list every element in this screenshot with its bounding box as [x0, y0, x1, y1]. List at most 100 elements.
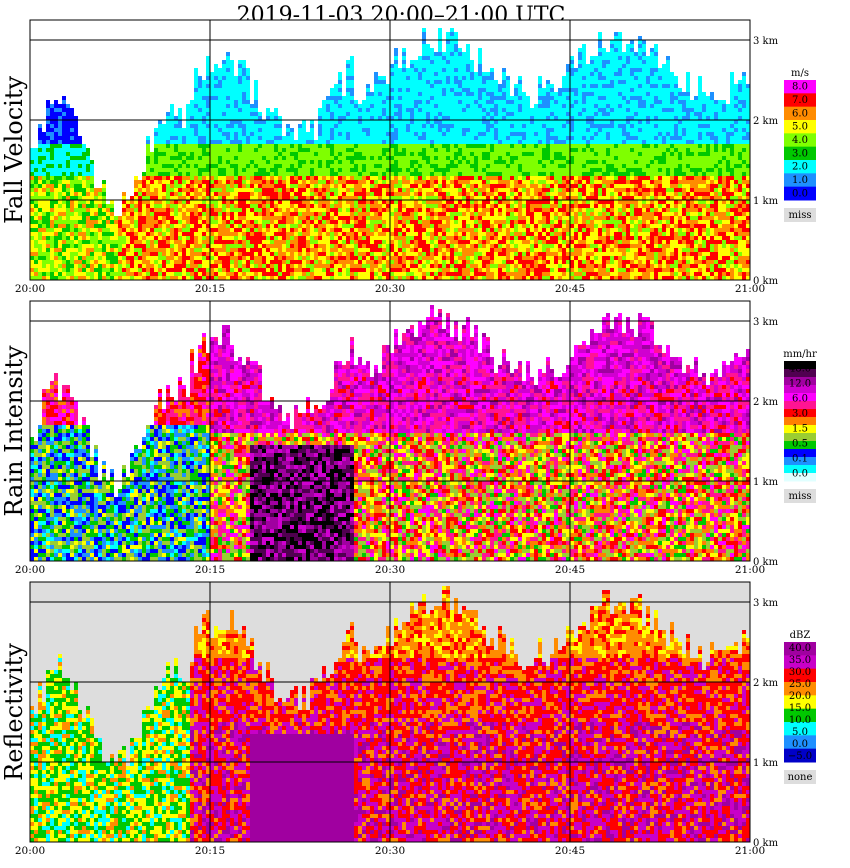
- field-cell: [338, 148, 342, 152]
- field-cell: [366, 172, 370, 176]
- field-cell: [90, 192, 94, 196]
- field-cell: [218, 252, 222, 256]
- field-cell: [226, 200, 230, 204]
- field-cell: [214, 188, 218, 192]
- field-cell: [298, 164, 302, 168]
- field-cell: [342, 104, 346, 108]
- field-cell: [114, 232, 118, 236]
- field-cell: [466, 212, 470, 216]
- field-cell: [350, 192, 354, 196]
- field-cell: [330, 112, 334, 116]
- field-cell: [234, 184, 238, 188]
- field-cell: [246, 228, 250, 232]
- field-cell: [426, 104, 430, 108]
- field-cell: [410, 60, 414, 64]
- field-cell: [46, 156, 50, 160]
- field-cell: [198, 116, 202, 120]
- field-cell: [258, 132, 262, 136]
- field-cell: [234, 248, 238, 252]
- field-cell: [466, 128, 470, 132]
- field-cell: [458, 200, 462, 204]
- field-cell: [294, 156, 298, 160]
- field-cell: [286, 220, 290, 224]
- field-cell: [266, 232, 270, 236]
- field-cell: [150, 252, 154, 256]
- field-cell: [30, 152, 34, 156]
- field-cell: [38, 216, 42, 220]
- field-cell: [378, 208, 382, 212]
- field-cell: [462, 176, 466, 180]
- field-cell: [110, 236, 114, 240]
- field-cell: [462, 80, 466, 84]
- field-cell: [274, 216, 278, 220]
- field-cell: [238, 216, 242, 220]
- field-cell: [210, 148, 214, 152]
- field-cell: [302, 200, 306, 204]
- field-cell: [106, 220, 110, 224]
- field-cell: [390, 104, 394, 108]
- field-cell: [222, 200, 226, 204]
- field-cell: [286, 132, 290, 136]
- field-cell: [474, 80, 478, 84]
- field-cell: [54, 136, 58, 140]
- field-cell: [42, 164, 46, 168]
- field-cell: [382, 272, 386, 276]
- field-cell: [286, 156, 290, 160]
- field-cell: [318, 160, 322, 164]
- field-cell: [58, 208, 62, 212]
- field-cell: [394, 140, 398, 144]
- field-cell: [342, 108, 346, 112]
- field-cell: [350, 120, 354, 124]
- field-cell: [302, 128, 306, 132]
- field-cell: [162, 160, 166, 164]
- field-cell: [282, 152, 286, 156]
- field-cell: [58, 244, 62, 248]
- field-cell: [130, 264, 134, 268]
- field-cell: [358, 204, 362, 208]
- field-cell: [430, 136, 434, 140]
- field-cell: [418, 220, 422, 224]
- field-cell: [182, 184, 186, 188]
- field-cell: [398, 196, 402, 200]
- field-cell: [330, 272, 334, 276]
- field-cell: [350, 104, 354, 108]
- field-cell: [50, 268, 54, 272]
- field-cell: [182, 220, 186, 224]
- field-cell: [50, 200, 54, 204]
- field-cell: [302, 132, 306, 136]
- field-cell: [254, 84, 258, 88]
- field-cell: [298, 128, 302, 132]
- field-cell: [82, 144, 86, 148]
- field-cell: [418, 160, 422, 164]
- field-cell: [178, 148, 182, 152]
- field-cell: [30, 208, 34, 212]
- field-cell: [262, 172, 266, 176]
- field-cell: [430, 148, 434, 152]
- field-cell: [294, 176, 298, 180]
- field-cell: [266, 168, 270, 172]
- field-cell: [150, 196, 154, 200]
- field-cell: [394, 80, 398, 84]
- field-cell: [218, 100, 222, 104]
- field-cell: [130, 208, 134, 212]
- field-cell: [166, 248, 170, 252]
- field-cell: [70, 164, 74, 168]
- field-cell: [386, 116, 390, 120]
- field-cell: [274, 148, 278, 152]
- field-cell: [418, 84, 422, 88]
- field-cell: [334, 180, 338, 184]
- field-cell: [394, 200, 398, 204]
- field-cell: [178, 184, 182, 188]
- field-cell: [38, 240, 42, 244]
- field-cell: [62, 144, 66, 148]
- field-cell: [442, 60, 446, 64]
- field-cell: [454, 264, 458, 268]
- field-cell: [330, 244, 334, 248]
- field-cell: [38, 140, 42, 144]
- field-cell: [66, 200, 70, 204]
- field-cell: [190, 272, 194, 276]
- field-cell: [86, 252, 90, 256]
- field-cell: [410, 264, 414, 268]
- field-cell: [290, 188, 294, 192]
- field-cell: [286, 164, 290, 168]
